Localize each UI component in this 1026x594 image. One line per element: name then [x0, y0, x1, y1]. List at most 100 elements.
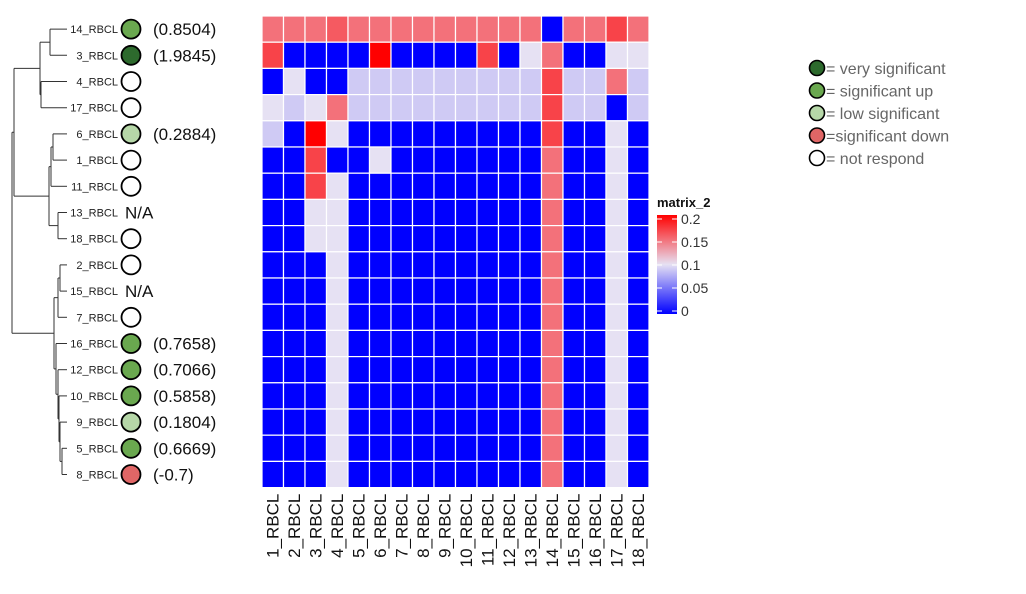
heatmap-cell [433, 146, 457, 174]
heatmap-cell [626, 434, 650, 463]
heatmap-cell [304, 120, 328, 148]
heatmap-cell [411, 408, 435, 436]
status-circle [120, 306, 142, 328]
heatmap-cell [540, 408, 564, 436]
heatmap-cell [390, 277, 414, 305]
heatmap-cell [304, 460, 328, 489]
colorbar-tick-label: 0.1 [681, 257, 701, 273]
heatmap-cell [626, 382, 650, 410]
heatmap-cell [454, 93, 478, 122]
row-label: 17_RBCL [70, 103, 118, 115]
heatmap-cell [583, 356, 607, 384]
column-label: 11_RBCL [479, 494, 498, 566]
heatmap-cell [411, 356, 435, 384]
heatmap-cells [261, 15, 650, 489]
heatmap-cell [411, 251, 435, 279]
heatmap-cell [519, 356, 543, 384]
heatmap-cell [261, 15, 285, 43]
heatmap-cell [583, 329, 607, 358]
heatmap-cell [368, 172, 392, 200]
heatmap-cell [583, 408, 607, 436]
heatmap-cell [519, 408, 543, 436]
heatmap-cell [304, 67, 328, 96]
heatmap-cell [304, 329, 328, 358]
row-label: 2_RBCL [76, 260, 118, 272]
heatmap-cell [583, 146, 607, 174]
heatmap-cell [304, 434, 328, 463]
column-labels: 1_RBCL 2_RBCL 3_RBCL 4_RBCL 5_RBCL 6_RBCL 7_RB… [264, 494, 649, 568]
heatmap-cell [390, 41, 414, 70]
legend-label: = not respond [826, 151, 924, 168]
status-circle [120, 175, 142, 197]
heatmap-cell [626, 408, 650, 436]
heatmap-cell [497, 303, 521, 332]
heatmap-cell [411, 225, 435, 253]
heatmap-cell [411, 277, 435, 305]
column-label: 16_RBCL [586, 494, 605, 568]
heatmap-cell [390, 198, 414, 227]
heatmap-cell [476, 172, 500, 200]
row-label: 6_RBCL [76, 129, 118, 141]
heatmap-cell [562, 356, 586, 384]
heatmap-cell [261, 172, 285, 200]
heatmap-cell [390, 382, 414, 410]
heatmap-cell [454, 303, 478, 332]
legend-swatch [808, 149, 826, 167]
heatmap-cell [304, 15, 328, 43]
heatmap-cell [626, 460, 650, 489]
heatmap-cell [282, 198, 306, 227]
heatmap-cell [605, 172, 629, 200]
heatmap-cell [261, 329, 285, 358]
heatmap-cell [368, 15, 392, 43]
heatmap-cell [390, 329, 414, 358]
heatmap-cell [497, 382, 521, 410]
heatmap-cell [497, 15, 521, 43]
legend-swatch [808, 82, 826, 99]
heatmap-cell [325, 303, 349, 332]
heatmap-cell [390, 15, 414, 43]
heatmap-cell [304, 41, 328, 70]
status-circle [120, 228, 142, 250]
heatmap-cell [433, 93, 457, 122]
heatmap-cell [347, 41, 371, 70]
value-label: (0.2884) [153, 125, 216, 144]
heatmap-cell [304, 356, 328, 384]
heatmap-cell [605, 408, 629, 436]
heatmap-cell [390, 434, 414, 463]
heatmap-cell [562, 434, 586, 463]
heatmap-cell [454, 329, 478, 358]
heatmap-cell [433, 172, 457, 200]
row-labels: 14_RBCL (0.8504) 3_RBCL (1.9845) 4_RBCL 17_RB… [70, 18, 216, 485]
heatmap-cell [562, 41, 586, 70]
heatmap-cell [433, 251, 457, 279]
heatmap-cell [390, 67, 414, 96]
heatmap-cell [347, 434, 371, 463]
heatmap-cell [476, 329, 500, 358]
heatmap-cell [626, 67, 650, 96]
heatmap-cell [325, 356, 349, 384]
heatmap-cell [476, 382, 500, 410]
heatmap-cell [605, 41, 629, 70]
heatmap-cell [261, 120, 285, 148]
heatmap-cell [433, 277, 457, 305]
column-label: 13_RBCL [522, 494, 541, 568]
heatmap-cell [368, 198, 392, 227]
heatmap-cell [562, 225, 586, 253]
heatmap-cell [583, 251, 607, 279]
heatmap-cell [562, 15, 586, 43]
heatmap-cell [282, 67, 306, 96]
heatmap-cell [540, 225, 564, 253]
row-dendrogram [11, 28, 67, 475]
heatmap-cell [562, 382, 586, 410]
heatmap-cell [261, 277, 285, 305]
heatmap-cell [583, 67, 607, 96]
heatmap-cell [368, 356, 392, 384]
heatmap-cell [605, 329, 629, 358]
status-circle [120, 254, 142, 276]
heatmap-cell [497, 329, 521, 358]
heatmap-cell [304, 225, 328, 253]
heatmap-cell [261, 146, 285, 174]
heatmap-cell [519, 198, 543, 227]
heatmap-cell [433, 198, 457, 227]
heatmap-cell [626, 93, 650, 122]
